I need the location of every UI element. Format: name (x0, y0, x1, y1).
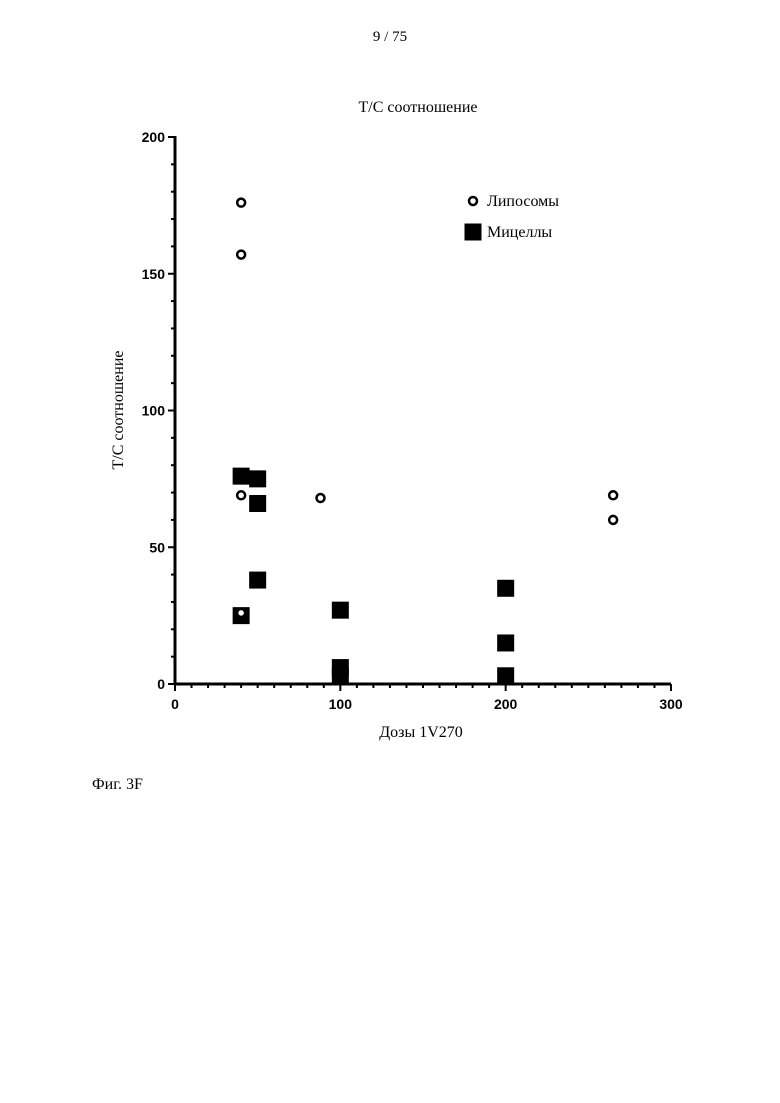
legend: Липосомы Мицеллы (465, 193, 560, 241)
y-tick-label: 150 (142, 266, 166, 282)
x-axis-label: Дозы 1V270 (379, 724, 463, 741)
legend-label: Мицеллы (487, 224, 552, 241)
y-tick-label: 50 (149, 539, 165, 555)
legend-circle-marker (469, 197, 477, 205)
circle-point (609, 491, 617, 499)
circle-point (316, 494, 324, 502)
square-point (332, 667, 349, 684)
square-point (249, 470, 266, 487)
y-tick-label: 200 (142, 129, 166, 145)
circle-point (237, 199, 245, 207)
square-point (497, 634, 514, 651)
axes: 0 50 100 150 200 0 100 200 300 (142, 129, 683, 712)
y-tick-label: 0 (157, 676, 165, 692)
series-micelles (233, 468, 515, 685)
x-tick-label: 200 (494, 696, 518, 712)
x-tick-label: 0 (171, 696, 179, 712)
scatter-chart: T/C соотношение 0 50 100 150 200 0 100 200 300 Л… (0, 0, 780, 780)
square-point (497, 580, 514, 597)
data-points (233, 199, 618, 685)
x-tick-label: 100 (329, 696, 353, 712)
y-tick-label: 100 (142, 403, 166, 419)
square-point (249, 572, 266, 589)
square-point (497, 667, 514, 684)
legend-square-marker (465, 224, 482, 241)
circle-point (237, 491, 245, 499)
legend-label: Липосомы (487, 193, 559, 210)
square-point (249, 495, 266, 512)
y-axis-label: T/C соотношение (110, 351, 127, 470)
series-liposomes (237, 199, 617, 617)
circle-point (237, 609, 245, 617)
figure-caption: Фиг. 3F (92, 776, 143, 794)
x-tick-label: 300 (659, 696, 683, 712)
circle-point (609, 516, 617, 524)
chart-title: T/C соотношение (359, 99, 478, 116)
square-point (233, 468, 250, 485)
square-point (332, 602, 349, 619)
circle-point (237, 251, 245, 259)
